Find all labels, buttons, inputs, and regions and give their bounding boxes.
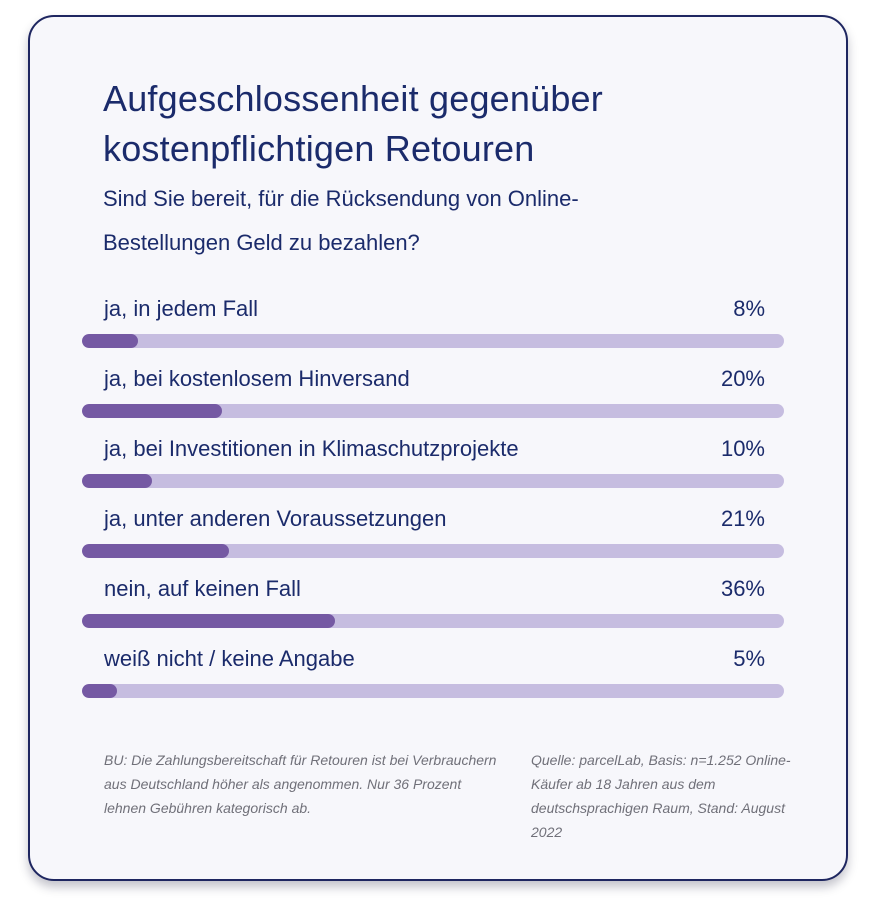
chart-subtitle: Sind Sie bereit, für die Rücksendung von… [103, 186, 579, 255]
chart-card [28, 15, 848, 881]
bar-track [82, 614, 784, 628]
bar-row: ja, bei kostenlosem Hinversand 20% [0, 366, 873, 436]
source-note: Quelle: parcelLab, Basis: n=1.252 Online… [531, 752, 791, 840]
bar-row: ja, unter anderen Voraussetzungen 21% [0, 506, 873, 576]
bar-label: ja, bei kostenlosem Hinversand [104, 366, 410, 391]
bar-fill [82, 544, 230, 558]
bar-fill [82, 474, 153, 488]
bar-track [82, 684, 784, 698]
bar-value-label: 21% [720, 506, 765, 531]
bar-row: ja, in jedem Fall 8% [0, 296, 873, 366]
bar-fill [82, 404, 223, 418]
bar-label: weiß nicht / keine Angabe [104, 646, 355, 671]
bar-label: ja, unter anderen Voraussetzungen [104, 506, 447, 531]
bar-label: ja, in jedem Fall [104, 296, 259, 321]
caption-note: BU: Die Zahlungsbereitschaft für Retoure… [104, 752, 497, 816]
bar-row: ja, bei Investitionen in Klimaschutzproj… [0, 436, 873, 506]
bar-value-label: 10% [720, 436, 765, 461]
bar-label: ja, bei Investitionen in Klimaschutzproj… [104, 436, 519, 461]
bar-track [82, 334, 784, 348]
bar-fill [82, 614, 335, 628]
chart-title: Aufgeschlossenheit gegenüber kostenpflic… [103, 78, 603, 169]
bar-fill [82, 684, 118, 698]
bar-label: nein, auf keinen Fall [104, 576, 301, 601]
bar-value-label: 20% [720, 366, 765, 391]
bar-value-label: 5% [733, 646, 765, 671]
bar-fill [82, 334, 139, 348]
bar-value-label: 36% [720, 576, 765, 601]
bar-track [82, 404, 784, 418]
bar-track [82, 474, 784, 488]
bar-value-label: 8% [733, 296, 765, 321]
bar-row: nein, auf keinen Fall 36% [0, 576, 873, 646]
bar-row: weiß nicht / keine Angabe 5% [0, 646, 873, 716]
bar-track [82, 544, 784, 558]
